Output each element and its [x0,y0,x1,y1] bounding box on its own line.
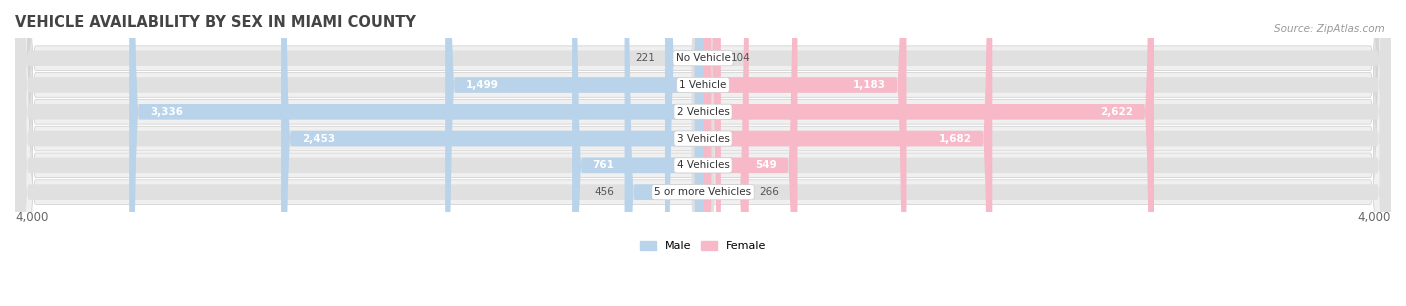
FancyBboxPatch shape [15,0,1391,306]
Text: 1,682: 1,682 [939,133,972,144]
Text: 4,000: 4,000 [1358,211,1391,224]
Text: 221: 221 [634,53,655,63]
Legend: Male, Female: Male, Female [636,236,770,256]
FancyBboxPatch shape [703,0,1391,306]
FancyBboxPatch shape [703,0,1391,306]
FancyBboxPatch shape [15,0,703,306]
Text: 1,499: 1,499 [465,80,499,90]
FancyBboxPatch shape [703,0,907,306]
FancyBboxPatch shape [703,0,721,306]
Text: 761: 761 [593,160,614,170]
Text: VEHICLE AVAILABILITY BY SEX IN MIAMI COUNTY: VEHICLE AVAILABILITY BY SEX IN MIAMI COU… [15,15,416,30]
Text: 2,453: 2,453 [302,133,335,144]
FancyBboxPatch shape [703,0,1391,306]
Text: 266: 266 [759,187,779,197]
FancyBboxPatch shape [572,0,703,306]
Text: 3,336: 3,336 [150,107,183,117]
Text: 1,183: 1,183 [853,80,886,90]
FancyBboxPatch shape [15,0,703,306]
Text: 4 Vehicles: 4 Vehicles [676,160,730,170]
FancyBboxPatch shape [703,0,1391,306]
FancyBboxPatch shape [15,0,703,306]
FancyBboxPatch shape [15,0,1391,306]
FancyBboxPatch shape [15,0,703,306]
Text: 4,000: 4,000 [15,211,48,224]
Text: Source: ZipAtlas.com: Source: ZipAtlas.com [1274,24,1385,35]
Text: 2 Vehicles: 2 Vehicles [676,107,730,117]
FancyBboxPatch shape [15,0,703,306]
Text: 5 or more Vehicles: 5 or more Vehicles [654,187,752,197]
Text: 3 Vehicles: 3 Vehicles [676,133,730,144]
FancyBboxPatch shape [703,0,1154,306]
Text: No Vehicle: No Vehicle [675,53,731,63]
FancyBboxPatch shape [15,0,703,306]
FancyBboxPatch shape [15,0,1391,306]
FancyBboxPatch shape [15,0,1391,306]
Text: 456: 456 [595,187,614,197]
FancyBboxPatch shape [703,0,749,306]
FancyBboxPatch shape [703,0,993,306]
Text: 2,622: 2,622 [1101,107,1133,117]
Text: 104: 104 [731,53,751,63]
FancyBboxPatch shape [129,0,703,306]
Text: 1 Vehicle: 1 Vehicle [679,80,727,90]
FancyBboxPatch shape [15,0,1391,306]
FancyBboxPatch shape [624,0,703,306]
FancyBboxPatch shape [703,0,1391,306]
Text: 549: 549 [755,160,776,170]
FancyBboxPatch shape [281,0,703,306]
FancyBboxPatch shape [665,0,703,306]
FancyBboxPatch shape [446,0,703,306]
FancyBboxPatch shape [15,0,1391,306]
FancyBboxPatch shape [703,0,1391,306]
FancyBboxPatch shape [703,0,797,306]
